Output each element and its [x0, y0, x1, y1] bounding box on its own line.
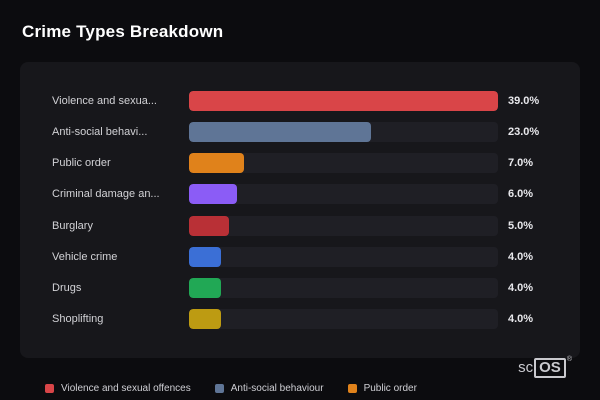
legend-label: Violence and sexual offences: [61, 383, 191, 394]
bar[interactable]: [189, 246, 221, 267]
legend-swatch-icon: [214, 384, 224, 393]
bar[interactable]: [189, 184, 237, 205]
value-label: 4.0%: [508, 312, 534, 325]
legend-item[interactable]: Violence and sexual offences: [45, 383, 191, 394]
chart-row: Violence and sexua... 39.0%: [52, 88, 550, 114]
category-label: Drugs: [52, 281, 82, 294]
legend-label: Public order: [363, 383, 417, 394]
chart-row: Criminal damage an... 6.0%: [52, 181, 550, 207]
value-label: 5.0%: [508, 219, 534, 232]
bar-track: [189, 91, 498, 111]
value-label: 39.0%: [508, 95, 540, 107]
legend-swatch-icon: [45, 384, 54, 393]
bar-track: [189, 215, 498, 236]
value-label: 4.0%: [508, 250, 534, 263]
category-label: Burglary: [52, 219, 93, 232]
bar-track: [189, 153, 498, 174]
category-label: Vehicle crime: [52, 250, 118, 263]
legend-swatch-icon: [347, 384, 357, 393]
bar[interactable]: [189, 153, 245, 174]
bar-track: [189, 308, 498, 329]
chart-row: Anti-social behavi... 23.0%: [52, 119, 550, 145]
bar[interactable]: [189, 122, 372, 143]
value-label: 7.0%: [508, 157, 534, 170]
category-label: Violence and sexua...: [52, 95, 157, 107]
chart-row: Vehicle crime 4.0%: [52, 244, 550, 270]
value-label: 4.0%: [508, 281, 534, 294]
legend-label: Anti-social behaviour: [230, 383, 324, 394]
category-label: Public order: [52, 157, 111, 170]
legend: Violence and sexual offences Anti-social…: [45, 383, 417, 394]
scos-logo: sc OS ®: [518, 355, 572, 378]
bar-track: [189, 122, 498, 143]
chart-row: Shoplifting 4.0%: [52, 306, 550, 332]
bar-track: [189, 277, 498, 298]
bar[interactable]: [189, 308, 221, 329]
logo-text-prefix: sc: [518, 359, 534, 377]
bar[interactable]: [189, 215, 229, 236]
bar-track: [189, 246, 498, 267]
registered-trademark-symbol: ®: [566, 355, 572, 363]
chart-row: Public order 7.0%: [52, 150, 550, 176]
chart-row: Burglary 5.0%: [52, 213, 550, 239]
value-label: 6.0%: [508, 188, 534, 201]
crime-types-chart: Violence and sexua... 39.0% Anti-social …: [20, 62, 580, 358]
legend-item[interactable]: Anti-social behaviour: [214, 383, 324, 394]
bar[interactable]: [189, 277, 221, 298]
page-title: Crime Types Breakdown: [22, 22, 224, 41]
bar[interactable]: [189, 91, 498, 111]
chart-row: Drugs 4.0%: [52, 275, 550, 301]
logo-text-boxed: OS: [534, 357, 566, 378]
chart-rows: Violence and sexua... 39.0% Anti-social …: [52, 88, 550, 332]
category-label: Shoplifting: [52, 312, 104, 325]
bar-track: [189, 184, 498, 205]
category-label: Anti-social behavi...: [52, 126, 148, 139]
category-label: Criminal damage an...: [52, 188, 160, 201]
legend-item[interactable]: Public order: [347, 383, 417, 394]
value-label: 23.0%: [508, 126, 540, 139]
